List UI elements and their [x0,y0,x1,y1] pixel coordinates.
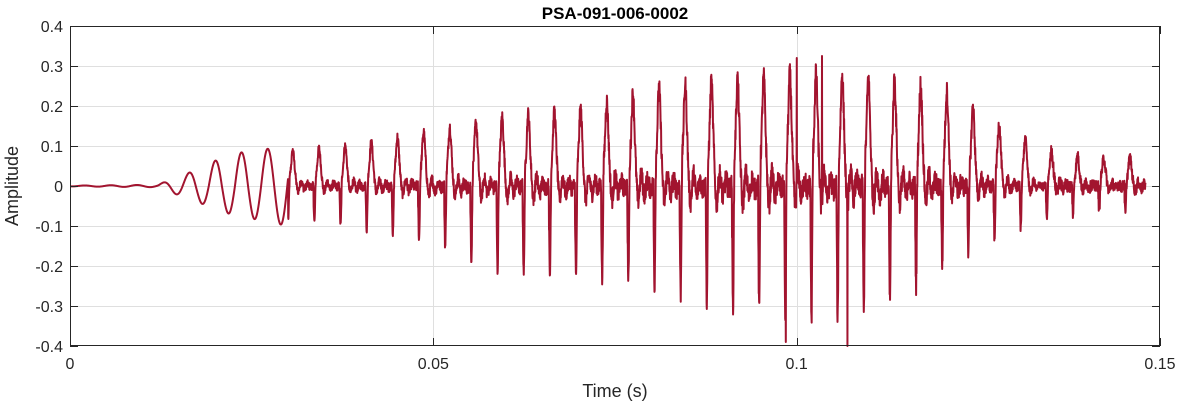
x-tick-label: 0 [66,356,75,373]
x-axis-title: Time (s) [582,381,647,401]
x-tick-label: 0.05 [418,356,449,373]
y-tick-label: 0.4 [41,19,63,36]
grid [70,26,1160,346]
y-tick-label: -0.2 [35,259,63,276]
y-tick-label: 0.2 [41,99,63,116]
x-tick-labels: 0 0.05 0.1 0.15 [66,356,1176,373]
x-tick-label: 0.1 [786,356,808,373]
waveform-series-line [69,55,1147,347]
y-tick-labels: -0.4 -0.3 -0.2 -0.1 0 0.1 0.2 0.3 0.4 [35,19,63,356]
y-axis-title: Amplitude [2,146,22,226]
y-tick-label: -0.3 [35,299,63,316]
chart-title: PSA-091-006-0002 [542,4,688,23]
ticks [70,26,1161,347]
x-tick-label: 0.15 [1144,356,1175,373]
y-tick-label: 0 [54,179,63,196]
y-tick-label: 0.1 [41,139,63,156]
y-tick-label: -0.1 [35,219,63,236]
y-tick-label: 0.3 [41,59,63,76]
y-tick-label: -0.4 [35,339,63,356]
